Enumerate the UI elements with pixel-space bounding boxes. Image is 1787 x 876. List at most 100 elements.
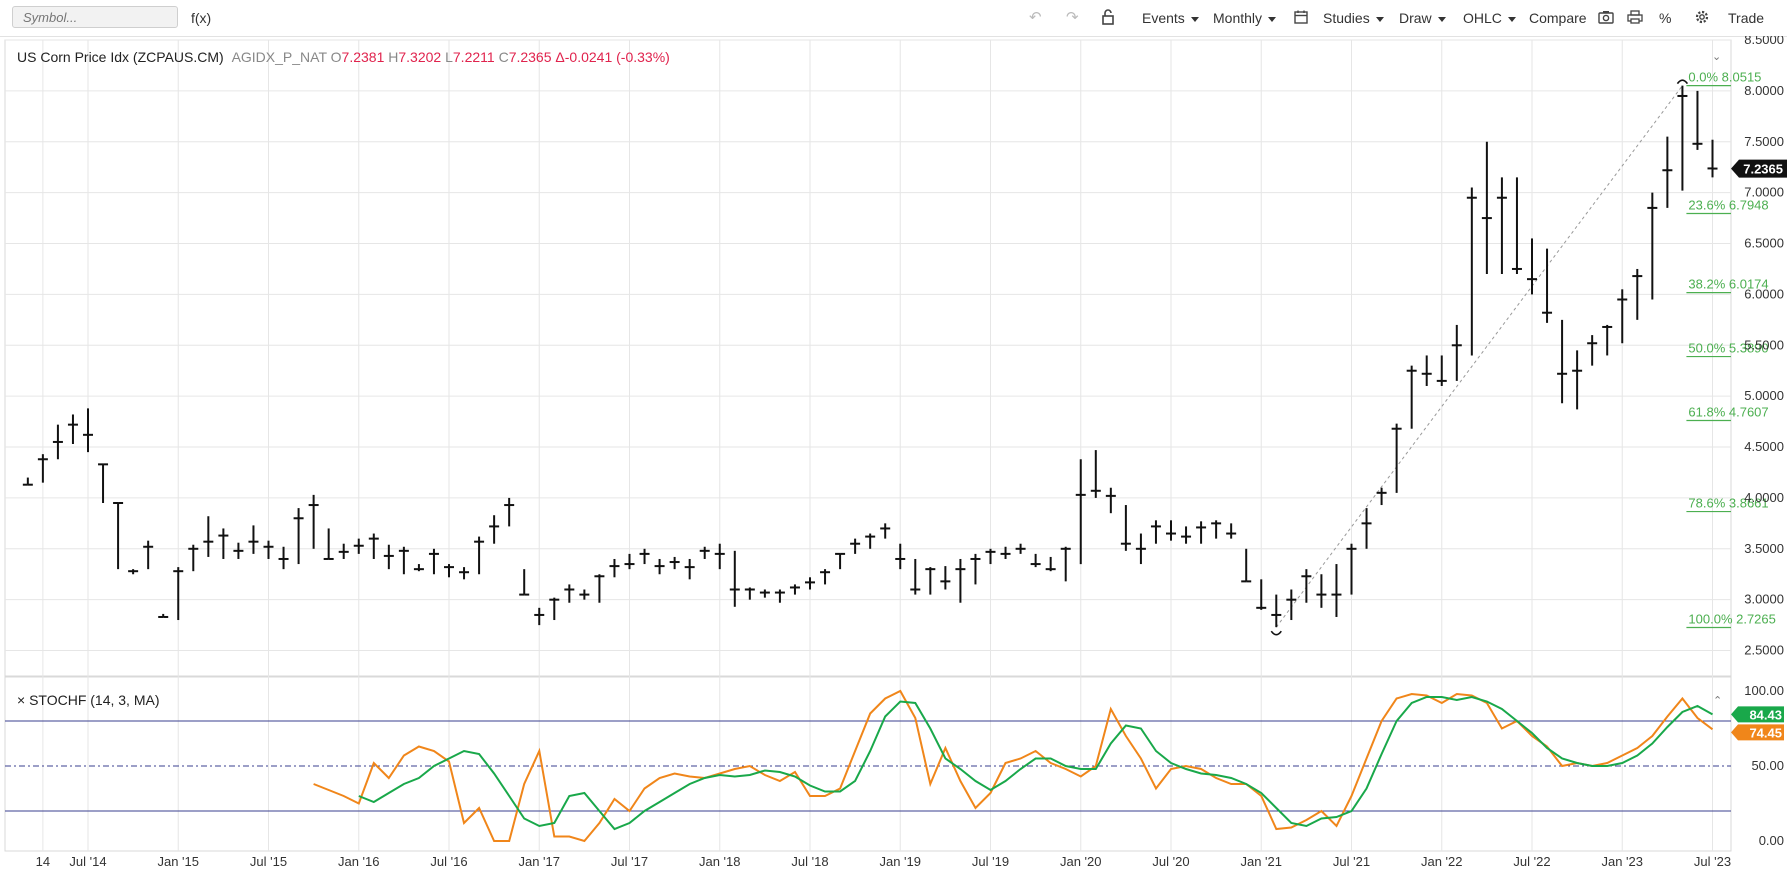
y-tick-label: 5.5000 <box>1744 337 1784 352</box>
ohlc-bar <box>504 497 515 527</box>
compare-button[interactable]: Compare <box>1529 10 1587 26</box>
open-label: O <box>330 49 342 65</box>
interval-menu[interactable]: Monthly <box>1213 10 1277 26</box>
calendar-icon[interactable] <box>1294 10 1308 29</box>
x-tick-label: Jan '19 <box>879 854 921 869</box>
ohlc-bar <box>1572 350 1583 410</box>
symbol-search-input[interactable] <box>12 6 178 28</box>
ohlc-bar <box>820 569 831 585</box>
redo-icon[interactable]: ↷ <box>1066 9 1079 26</box>
stochastic-legend[interactable]: × STOCHF (14, 3, MA) <box>17 692 160 708</box>
y-tick-label: 3.5000 <box>1744 541 1784 556</box>
x-tick-label: Jul '17 <box>611 854 648 869</box>
chart-grid <box>4 39 1732 852</box>
ohlc-bar <box>263 540 274 559</box>
fibonacci-label: 100.0% 2.7265 <box>1688 612 1775 627</box>
chevron-down-icon <box>1190 16 1199 22</box>
print-icon[interactable] <box>1627 10 1643 29</box>
open-value: 7.2381 <box>341 49 385 65</box>
ohlc-bar <box>1647 192 1658 300</box>
function-button[interactable]: f(x) <box>191 10 212 26</box>
ohlc-bar <box>1436 355 1447 386</box>
y-tick-label: 8.5000 <box>1744 36 1784 47</box>
y-tick-label: 8.0000 <box>1744 83 1784 98</box>
chart-type-menu[interactable]: OHLC <box>1463 10 1516 26</box>
ohlc-bar <box>1150 520 1161 544</box>
change-value: Δ-0.0241 (-0.33%) <box>555 49 670 65</box>
x-tick-label: Jan '23 <box>1601 854 1643 869</box>
ohlc-bar <box>1331 564 1342 617</box>
ohlc-bar <box>368 533 379 559</box>
fibonacci-anchor-high <box>1676 79 1689 85</box>
ohlc-bar <box>233 542 244 559</box>
ohlc-bar <box>113 502 124 570</box>
x-tick-label: Jan '20 <box>1060 854 1102 869</box>
ohlc-bar <box>1677 85 1688 191</box>
stochastic-y-tick-label: 100.00 <box>1744 683 1784 698</box>
y-tick-label: 3.0000 <box>1744 592 1784 607</box>
ohlc-bar <box>1632 268 1643 320</box>
camera-icon[interactable] <box>1598 10 1614 29</box>
x-tick-label: Jan '17 <box>518 854 560 869</box>
ohlc-bar <box>188 544 199 572</box>
chart-toolbar: f(x) ↶ ↷ Events Monthly Studies Draw OHL… <box>0 0 1787 37</box>
ohlc-bar <box>83 408 93 453</box>
chart-axes: 14 Jul '14 Jan '15 Jul '15 Jan '16 Jul '16 Jan… <box>36 36 1787 869</box>
ohlc-bar <box>850 538 861 554</box>
lock-icon[interactable] <box>1101 9 1115 30</box>
ohlc-bar <box>218 528 229 559</box>
high-value: 7.3202 <box>398 49 442 65</box>
x-tick-label: Jul '18 <box>791 854 828 869</box>
ohlc-bar <box>248 525 259 554</box>
ohlc-bar <box>1105 487 1116 514</box>
x-tick-label: Jan '18 <box>699 854 741 869</box>
ohlc-bar <box>459 567 470 580</box>
chevron-down-icon <box>1507 16 1516 22</box>
events-menu[interactable]: Events <box>1142 10 1199 26</box>
ohlc-bar <box>353 538 364 554</box>
studies-menu[interactable]: Studies <box>1323 10 1384 26</box>
chevron-down-icon <box>1437 16 1446 22</box>
ohlc-bar <box>985 548 996 565</box>
y-tick-label: 4.5000 <box>1744 439 1784 454</box>
close-label: C <box>498 49 509 65</box>
stochastic-y-tick-label: 50.00 <box>1751 758 1784 773</box>
ohlc-bar <box>684 558 695 580</box>
ohlc-bar <box>865 533 876 549</box>
ohlc-bar <box>1271 594 1282 628</box>
y-tick-label: 2.5000 <box>1744 643 1784 658</box>
ohlc-bar <box>639 548 650 565</box>
x-tick-label: Jan '22 <box>1421 854 1463 869</box>
ohlc-bar <box>158 613 169 618</box>
ohlc-bar <box>203 516 214 557</box>
close-value: 7.2365 <box>508 49 552 65</box>
undo-icon[interactable]: ↶ <box>1029 9 1042 26</box>
x-tick-label: Jul '21 <box>1333 854 1370 869</box>
low-label: L <box>445 49 453 65</box>
ohlc-bar <box>669 556 680 570</box>
draw-menu[interactable]: Draw <box>1399 10 1446 26</box>
chevron-down-icon[interactable]: ⌄ <box>1712 51 1722 63</box>
ohlc-bar <box>1346 543 1357 595</box>
data-source: AGIDX_P_NAT <box>231 49 327 65</box>
ohlc-bar <box>759 589 770 598</box>
ohlc-bar <box>128 569 139 575</box>
trade-button[interactable]: Trade <box>1728 10 1765 26</box>
fibonacci-label: 0.0% 8.0515 <box>1688 70 1761 85</box>
chart-canvas[interactable]: 0.0% 8.0515 23.6% 6.7948 38.2% 6.0174 50.0%… <box>0 36 1787 876</box>
ohlc-bar <box>1481 141 1492 275</box>
ohlc-bar <box>880 523 891 539</box>
ohlc-bar <box>1542 248 1553 323</box>
x-tick-label: Jul '14 <box>69 854 106 869</box>
ohlc-bar <box>444 564 454 578</box>
stochastic-d-label: 84.43 <box>1749 707 1782 722</box>
ohlc-bar <box>1226 523 1237 539</box>
ohlc-bar <box>1451 324 1462 381</box>
chevron-up-icon[interactable]: ⌃ <box>1713 695 1723 707</box>
gear-icon[interactable] <box>1694 9 1710 30</box>
ohlc-bar <box>1241 548 1252 583</box>
percent-scale-button[interactable]: % <box>1659 10 1672 26</box>
x-tick-label: 14 <box>36 854 50 869</box>
ohlc-bar <box>52 424 63 460</box>
ohlc-bar <box>579 589 590 600</box>
